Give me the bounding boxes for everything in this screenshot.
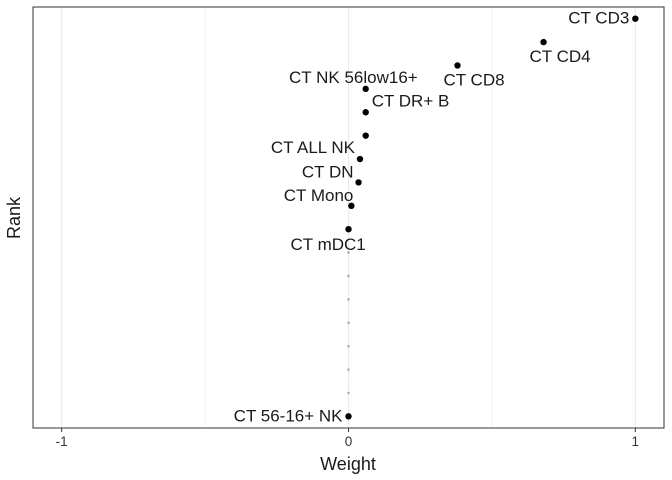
x-axis-title: Weight (320, 454, 376, 474)
data-points (345, 15, 639, 420)
data-point (345, 225, 352, 233)
point-label: CT ALL NK (271, 138, 356, 157)
data-point (362, 85, 369, 93)
point-label: CT NK 56low16+ (289, 68, 418, 87)
minor-point (347, 274, 350, 278)
data-point (362, 132, 369, 139)
point-label: CT CD4 (530, 47, 591, 66)
data-point (632, 15, 639, 22)
point-label: CT 56-16+ NK (234, 406, 343, 425)
minor-point (347, 298, 350, 301)
data-point (362, 109, 369, 116)
point-label: CT DN (302, 162, 354, 181)
x-tick-label: -1 (56, 434, 68, 449)
minor-point (347, 344, 350, 348)
data-point (454, 62, 461, 69)
y-axis-title: Rank (4, 196, 24, 239)
point-label: CT CD8 (443, 70, 504, 89)
minor-point (347, 368, 350, 371)
point-labels: CT CD3 CT CD4 CT CD8 CT NK 56low16+ CT DR+ B… (234, 9, 630, 426)
x-tick-label: 0 (345, 434, 353, 449)
data-point (356, 155, 364, 163)
data-point (355, 179, 362, 186)
minor-point (347, 321, 350, 325)
minor-point (347, 251, 350, 254)
point-label: CT CD3 (568, 9, 629, 28)
point-label: CT mDC1 (291, 235, 366, 254)
minor-point (347, 391, 350, 395)
data-point (348, 202, 355, 210)
x-axis: -1 0 1 (56, 428, 639, 449)
grid-lines (61, 7, 636, 428)
x-tick-label: 1 (632, 434, 640, 449)
point-label: CT DR+ B (372, 91, 450, 110)
data-point (345, 413, 352, 420)
minor-points (347, 251, 350, 395)
point-label: CT Mono (284, 186, 354, 205)
data-point (540, 38, 547, 46)
